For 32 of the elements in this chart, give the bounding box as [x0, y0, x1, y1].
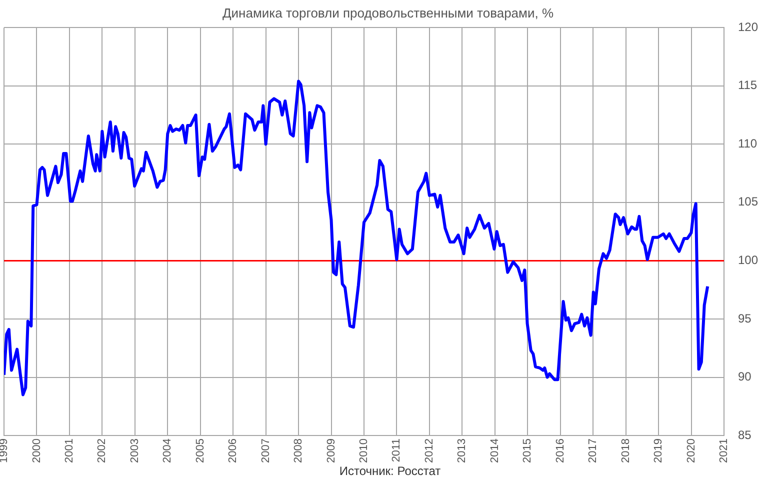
x-tick-label: 2019	[652, 438, 665, 464]
y-tick-label: 120	[738, 20, 758, 34]
y-tick-label: 90	[738, 370, 752, 384]
y-tick-label: 105	[738, 194, 758, 209]
x-tick-label: 2010	[358, 438, 370, 464]
x-tick-label: 2012	[423, 438, 436, 464]
y-tick-label: 100	[738, 253, 758, 268]
x-tick-label: 2006	[227, 438, 240, 464]
x-tick-label: 2007	[260, 438, 272, 464]
x-tick-label: 2016	[554, 438, 566, 464]
x-tick-label: 2001	[63, 438, 76, 464]
x-tick-label: 2015	[522, 438, 534, 464]
x-tick-label: 2020	[685, 438, 698, 464]
text: Источник: Росстат	[338, 464, 442, 478]
x-tick-label: 2003	[128, 438, 141, 464]
y-tick-label: 110	[738, 136, 758, 150]
x-tick-label: 2000	[30, 438, 43, 464]
chart-title: Динамика торговли продовольственными товарами, %	[222, 5, 554, 20]
x-tick-label: 2005	[194, 438, 206, 464]
x-tick-label: 2013	[456, 438, 468, 464]
y-tick-label: 85	[738, 428, 752, 442]
x-tick-label: 2021	[718, 438, 730, 464]
x-tick-label: 2018	[620, 438, 632, 464]
y-tick-label: 115	[738, 78, 758, 92]
x-tick-label: 2002	[96, 438, 108, 464]
x-tick-label: 2011	[390, 438, 403, 462]
y-tick-label: 95	[738, 311, 752, 326]
x-tick-label: 2009	[325, 438, 338, 464]
x-tick-label: 2004	[162, 438, 174, 464]
x-tick-label: 2017	[587, 438, 600, 464]
x-tick-label: 2008	[292, 438, 305, 464]
x-tick-label: 2014	[488, 438, 501, 464]
